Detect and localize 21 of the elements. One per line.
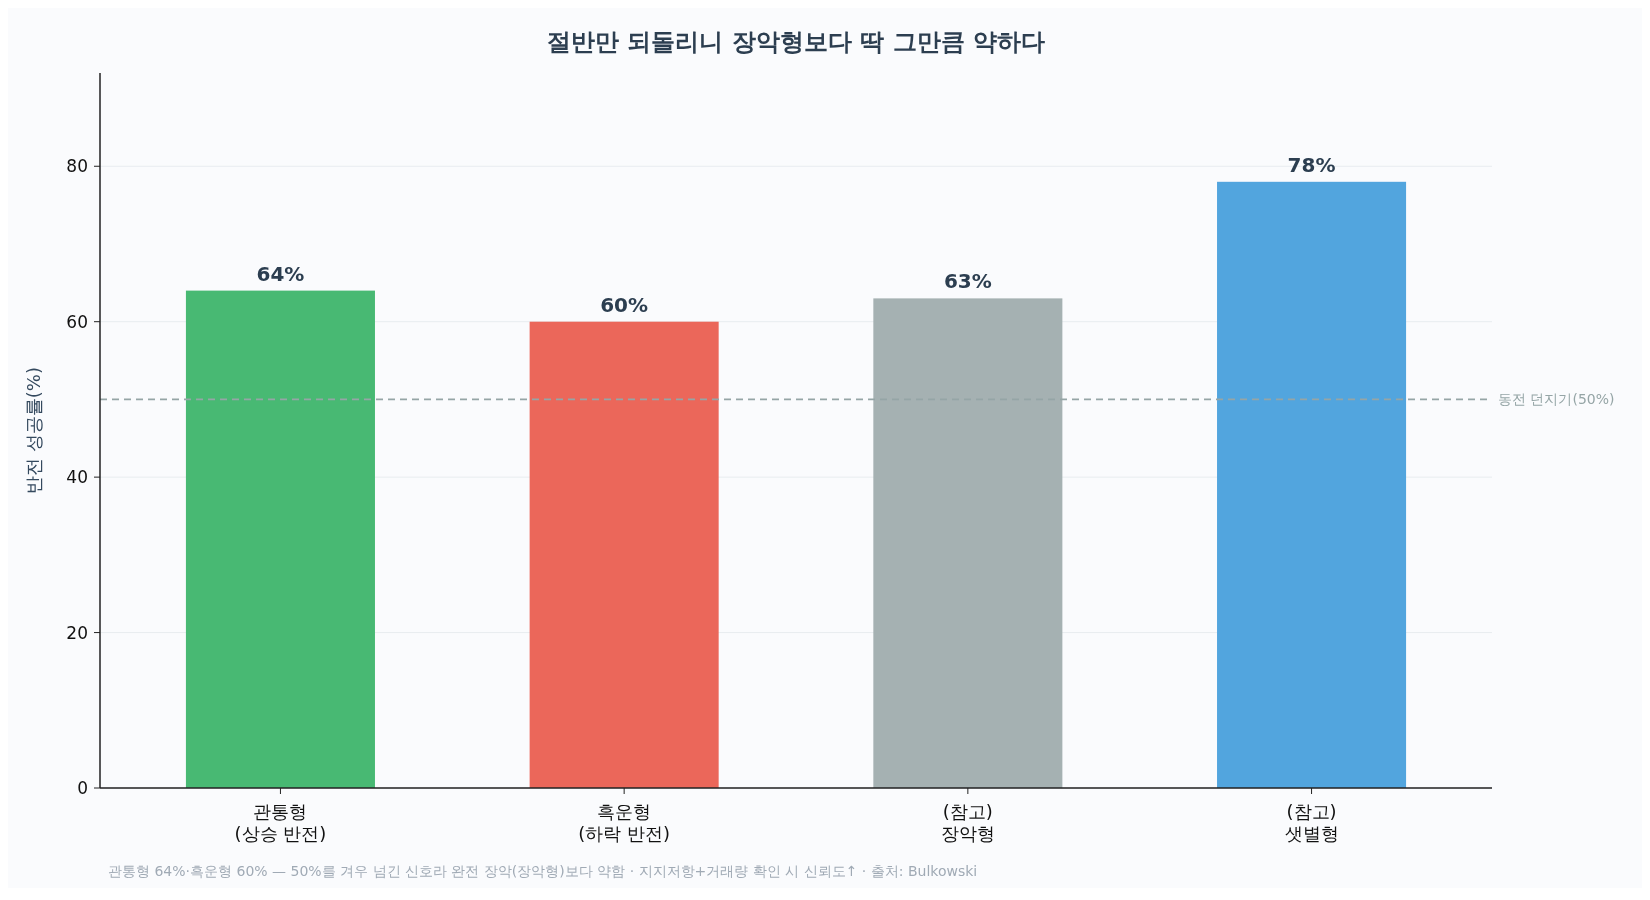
bar [1217, 181, 1407, 788]
x-tick-label: (참고) 샛별형 [1284, 801, 1339, 844]
x-tick-label: 흑운형 (하락 반전) [578, 801, 671, 844]
y-tick-label: 20 [66, 622, 88, 643]
data-label: 63% [943, 269, 992, 294]
y-tick-label: 40 [66, 467, 88, 488]
y-axis-title: 반전 성공률(%) [23, 367, 44, 494]
ref-line-label: 동전 던지기(50%) [1498, 391, 1615, 408]
x-tick-label: (참고) 장악형 [940, 801, 995, 844]
chart-title: 절반만 되돌리니 장악형보다 딱 그만큼 약하다 [547, 28, 1045, 56]
x-tick-label: 관통형 (상승 반전) [234, 801, 327, 844]
y-tick-label: 0 [77, 778, 88, 798]
bar [529, 321, 719, 788]
text: 관통형 64%·흑운형 60% — 50%를 겨우 넘긴 신호라 완전 장악(장악형)보다 약함 · 지지저항+거래량 확인 시 신뢰도↑ · 출처: Bulkowski [108, 863, 978, 879]
data-label: 78% [1287, 152, 1336, 177]
data-label: 60% [600, 292, 649, 317]
bar [873, 298, 1063, 788]
bar [185, 290, 375, 788]
y-tick-label: 80 [66, 156, 88, 177]
y-tick-label: 60 [66, 311, 88, 332]
data-label: 64% [256, 261, 305, 286]
